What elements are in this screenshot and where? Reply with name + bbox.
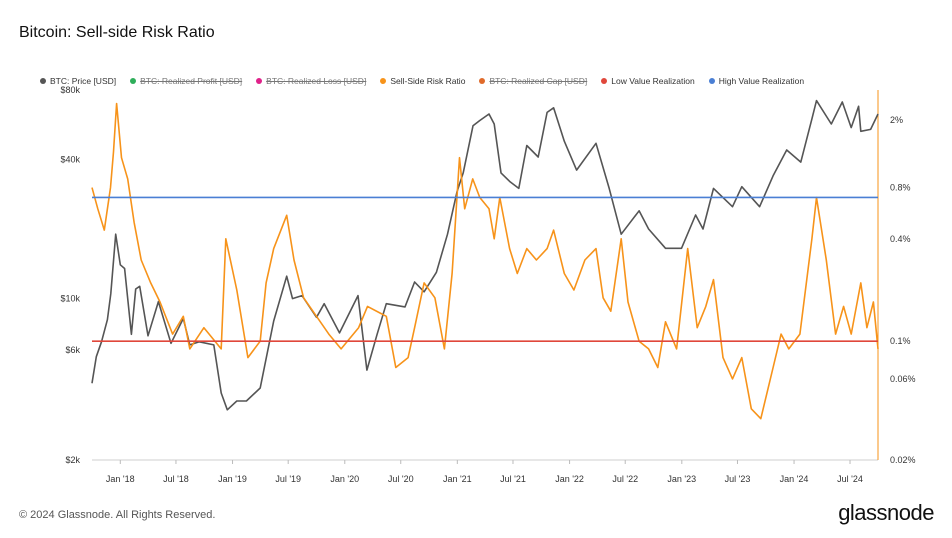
x-tick-label: Jul '24 — [837, 474, 863, 484]
y-left-tick-label: $40k — [60, 155, 80, 165]
x-tick-label: Jul '23 — [725, 474, 751, 484]
x-tick-label: Jul '22 — [612, 474, 638, 484]
y-right-tick-label: 0.4% — [890, 234, 911, 244]
x-tick-label: Jan '22 — [555, 474, 584, 484]
x-tick-label: Jul '20 — [388, 474, 414, 484]
legend-item[interactable]: BTC: Realized Loss [USD] — [256, 76, 366, 86]
y-right-tick-label: 0.8% — [890, 183, 911, 193]
x-tick-label: Jul '18 — [163, 474, 189, 484]
page-title: Bitcoin: Sell-side Risk Ratio — [19, 24, 215, 41]
legend-item[interactable]: Low Value Realization — [601, 76, 695, 86]
legend-label: Sell-Side Risk Ratio — [390, 76, 466, 86]
legend-label: High Value Realization — [718, 76, 805, 86]
legend-dot-icon — [40, 78, 46, 84]
y-right-tick-label: 0.02% — [890, 455, 916, 465]
y-right-tick-label: 0.06% — [890, 374, 916, 384]
legend-dot-icon — [130, 78, 137, 84]
risk-ratio-series-line — [91, 102, 879, 420]
copyright-text: © 2024 Glassnode. All Rights Reserved. — [19, 509, 216, 521]
legend-dot-icon — [708, 78, 715, 84]
x-tick-label: Jul '19 — [275, 474, 301, 484]
legend-item[interactable]: High Value Realization — [708, 76, 805, 86]
brand-logo: glassnode — [838, 500, 934, 525]
chart-legend: BTC: Price [USD] BTC: Realized Profit [US… — [40, 74, 804, 88]
x-tick-label: Jan '19 — [218, 474, 247, 484]
price-series-line — [91, 99, 879, 411]
y-left-tick-label: $10k — [60, 294, 80, 304]
legend-label: Low Value Realization — [611, 76, 695, 86]
y-left-tick-label: $6k — [65, 345, 80, 355]
legend-item[interactable]: Sell-Side Risk Ratio — [380, 76, 465, 86]
y-left-tick-label: $80k — [60, 85, 80, 95]
legend-label: BTC: Realized Cap [USD] — [489, 76, 588, 86]
x-tick-label: Jan '20 — [330, 474, 359, 484]
x-tick-label: Jan '24 — [780, 474, 809, 484]
legend-dot-icon — [256, 78, 263, 84]
y-right-tick-label: 2% — [890, 115, 903, 125]
y-right-tick-label: 0.1% — [890, 336, 911, 346]
y-left-tick-label: $2k — [65, 455, 80, 465]
legend-dot-icon — [380, 78, 387, 84]
legend-dot-icon — [479, 78, 486, 84]
legend-item[interactable]: BTC: Price [USD] — [40, 76, 116, 86]
legend-label: BTC: Price [USD] — [50, 76, 117, 86]
legend-item[interactable]: BTC: Realized Profit [USD] — [130, 76, 242, 86]
x-tick-label: Jan '23 — [667, 474, 696, 484]
x-tick-label: Jan '18 — [106, 474, 135, 484]
legend-label: BTC: Realized Profit [USD] — [140, 76, 243, 86]
x-tick-label: Jan '21 — [443, 474, 472, 484]
legend-label: BTC: Realized Loss [USD] — [266, 76, 367, 86]
legend-dot-icon — [601, 78, 608, 84]
legend-item[interactable]: BTC: Realized Cap [USD] — [479, 76, 587, 86]
x-tick-label: Jul '21 — [500, 474, 526, 484]
